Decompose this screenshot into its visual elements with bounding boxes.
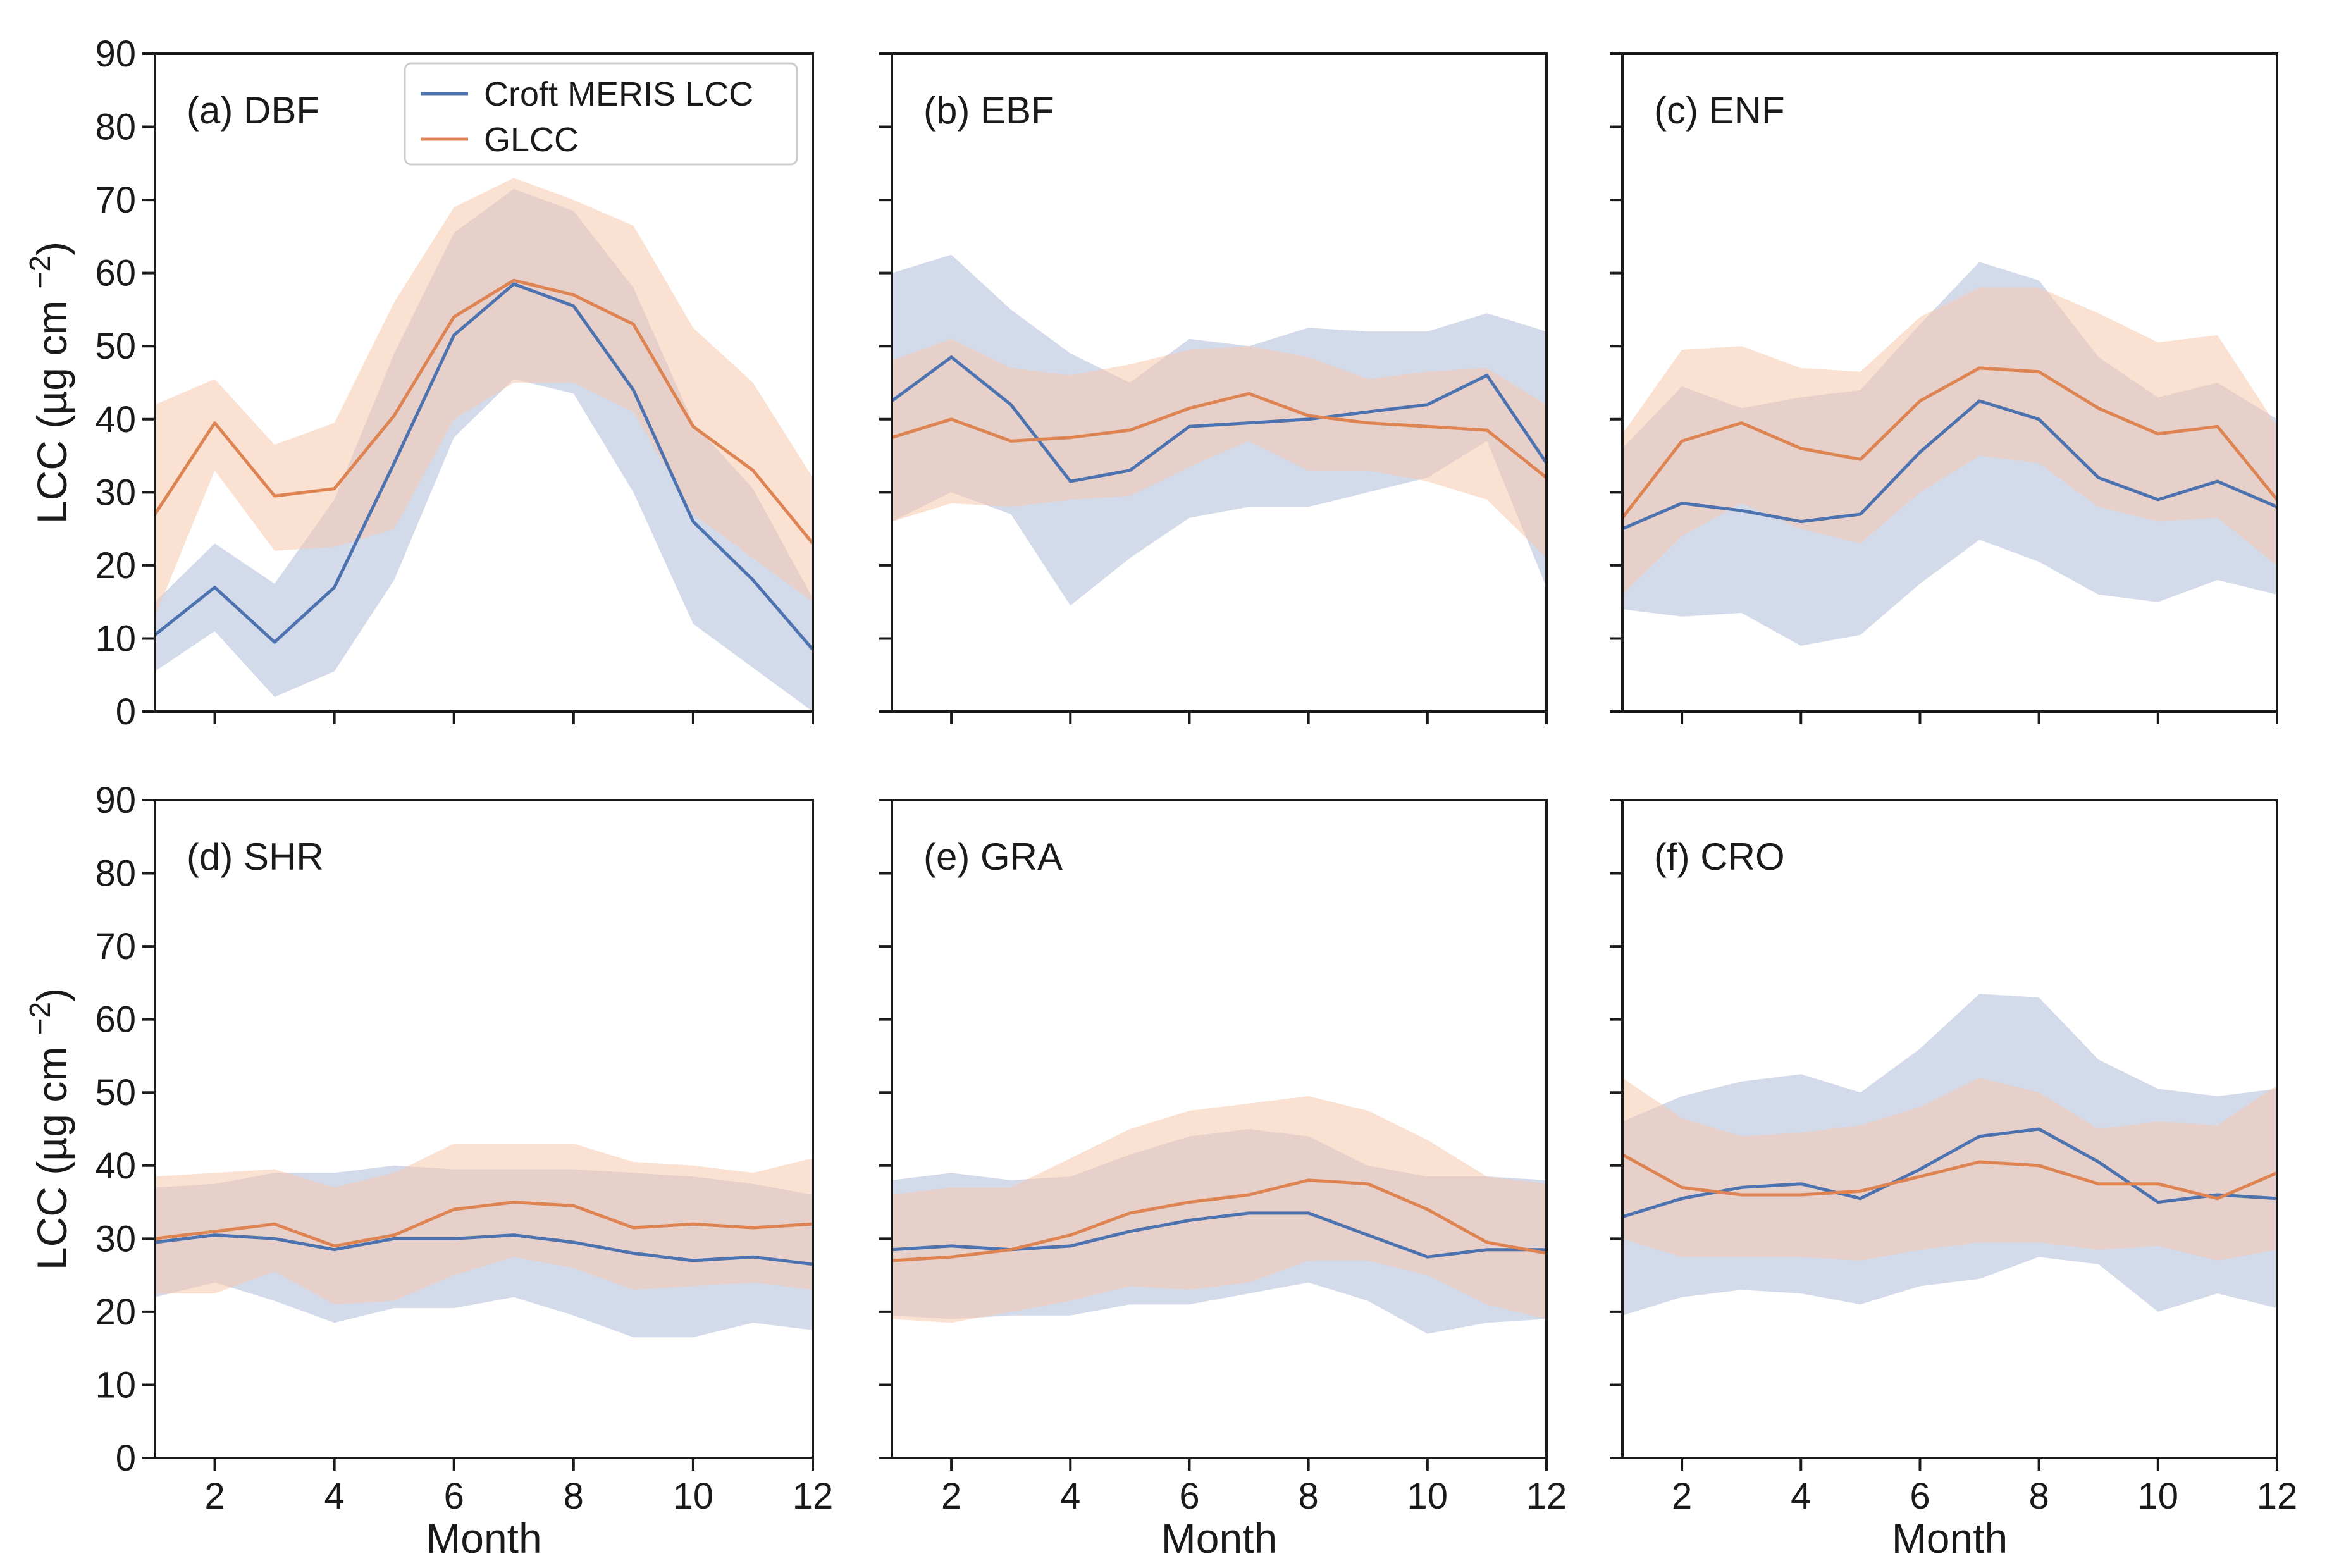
y-tick-label: 20 xyxy=(95,1292,136,1333)
series-line-glcc xyxy=(154,1201,813,1248)
axes-frame xyxy=(1621,52,2278,713)
series-line-glcc xyxy=(1621,1153,2278,1201)
series-line-croft-meris-lcc xyxy=(891,1211,1546,1259)
y-axis-label-exponent: −2 xyxy=(23,256,56,288)
panel-title: (c) ENF xyxy=(1654,89,1785,132)
panel-title: (b) EBF xyxy=(923,89,1054,132)
y-tick-label: 10 xyxy=(95,618,136,659)
panel-title: (d) SHR xyxy=(187,836,324,878)
series-line-glcc xyxy=(891,1178,1547,1262)
series-line-glcc xyxy=(891,392,1548,479)
y-tick-label: 80 xyxy=(95,107,136,148)
x-tick-label: 6 xyxy=(1910,1476,1930,1517)
legend-box xyxy=(404,62,798,166)
series-line-croft-meris-lcc xyxy=(1622,1127,2278,1219)
axes-frame xyxy=(1621,799,2278,1459)
y-axis-label: LCC (µg cm −2) xyxy=(23,988,75,1270)
y-tick-label: 50 xyxy=(95,326,136,367)
x-tick-label: 8 xyxy=(564,1476,584,1517)
panel-3: (c) ENF xyxy=(1610,52,2278,724)
y-tick-label: 40 xyxy=(95,399,136,440)
x-tick-label: 6 xyxy=(1179,1476,1199,1517)
x-tick-label: 8 xyxy=(1299,1476,1319,1517)
axes-frame xyxy=(154,799,814,1459)
y-tick-label: 70 xyxy=(95,926,136,967)
series-line-croft-meris-lcc xyxy=(154,1233,813,1266)
y-tick-label: 10 xyxy=(95,1364,136,1405)
band-glcc xyxy=(155,178,813,617)
x-tick-label: 2 xyxy=(941,1476,961,1517)
band-glcc xyxy=(155,1144,813,1305)
x-tick-label: 4 xyxy=(324,1476,345,1517)
y-axis-label-main: LCC (µg cm xyxy=(28,288,75,524)
panel-4: 0 10 20 30 40 50 60 70 80 90 2 4 6 8 10 12 (d) SHR Month L… xyxy=(23,780,833,1562)
y-tick-label: 90 xyxy=(95,780,136,821)
legend-label: Croft MERIS LCC xyxy=(484,75,753,113)
band-croft-meris-lcc xyxy=(155,188,813,712)
y-axis-label: LCC (µg cm −2) xyxy=(23,242,75,524)
y-tick-label: 60 xyxy=(95,999,136,1040)
x-tick-label: 12 xyxy=(1526,1476,1567,1517)
y-tick-label: 40 xyxy=(95,1145,136,1187)
x-tick-label: 10 xyxy=(673,1476,714,1517)
panel-1: 0 10 20 30 40 50 60 70 80 90 (a) DBF LCC (µg cm −2)… xyxy=(23,34,814,732)
axes-frame xyxy=(891,799,1548,1459)
x-tick-label: 10 xyxy=(1407,1476,1448,1517)
y-tick-label: 80 xyxy=(95,853,136,894)
x-tick-label: 4 xyxy=(1060,1476,1080,1517)
y-tick-label: 70 xyxy=(95,180,136,221)
panel-6: 2 4 6 8 10 12 (f) CRO Month xyxy=(1610,799,2298,1562)
x-tick-label: 10 xyxy=(2138,1476,2179,1517)
panel-title: (a) DBF xyxy=(187,89,319,132)
series-line-croft-meris-lcc xyxy=(154,282,814,651)
series-line-croft-meris-lcc xyxy=(1622,399,2278,531)
y-tick-label: 30 xyxy=(95,1218,136,1259)
legend: Croft MERIS LCC GLCC xyxy=(404,62,798,166)
y-axis-label-close: ) xyxy=(28,242,75,256)
y-tick-label: 90 xyxy=(95,34,136,75)
y-tick-label: 60 xyxy=(95,253,136,294)
x-tick-label: 6 xyxy=(444,1476,464,1517)
y-tick-label: 0 xyxy=(116,1438,136,1479)
series-line-glcc xyxy=(1621,366,2278,519)
y-tick-label: 30 xyxy=(95,472,136,513)
axes-frame xyxy=(891,52,1548,713)
x-tick-label: 12 xyxy=(793,1476,834,1517)
panel-title: (e) GRA xyxy=(923,836,1063,878)
axes-frame xyxy=(154,52,814,713)
x-axis-label: Month xyxy=(426,1515,541,1562)
x-tick-label: 2 xyxy=(204,1476,225,1517)
x-tick-label: 8 xyxy=(2029,1476,2049,1517)
y-axis-label-main: LCC (µg cm xyxy=(28,1035,75,1270)
series-line-croft-meris-lcc xyxy=(891,355,1548,483)
band-glcc xyxy=(892,338,1546,559)
y-tick-label: 0 xyxy=(116,691,136,732)
panel-2: (b) EBF xyxy=(879,52,1548,724)
y-tick-label: 20 xyxy=(95,545,136,586)
y-tick-label: 50 xyxy=(95,1072,136,1113)
y-axis-label-close: ) xyxy=(28,988,75,1002)
x-axis-label: Month xyxy=(1892,1515,2008,1562)
x-tick-label: 2 xyxy=(1672,1476,1692,1517)
legend-label: GLCC xyxy=(484,121,579,159)
panel-title: (f) CRO xyxy=(1654,836,1785,878)
y-axis-label-exponent: −2 xyxy=(23,1002,56,1035)
x-axis-label: Month xyxy=(1161,1515,1277,1562)
panel-5: 2 4 6 8 10 12 (e) GRA Month xyxy=(879,799,1567,1562)
series-line-glcc xyxy=(153,278,814,545)
x-tick-label: 12 xyxy=(2257,1476,2298,1517)
band-glcc xyxy=(892,1096,1546,1323)
x-tick-label: 4 xyxy=(1791,1476,1811,1517)
